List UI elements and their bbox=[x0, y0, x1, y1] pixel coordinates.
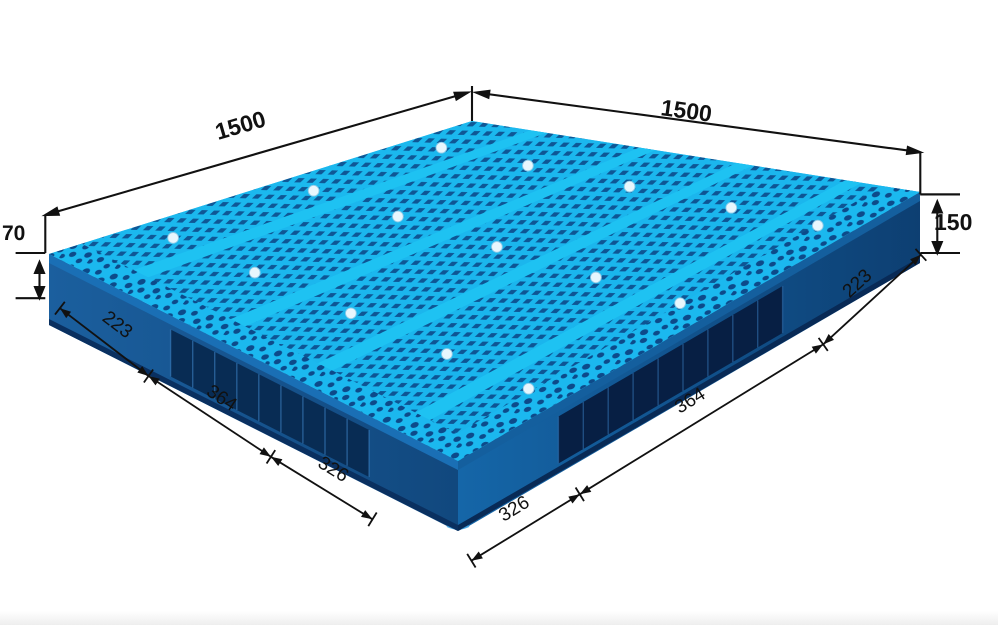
svg-text:70: 70 bbox=[2, 222, 25, 245]
svg-text:150: 150 bbox=[934, 209, 972, 235]
